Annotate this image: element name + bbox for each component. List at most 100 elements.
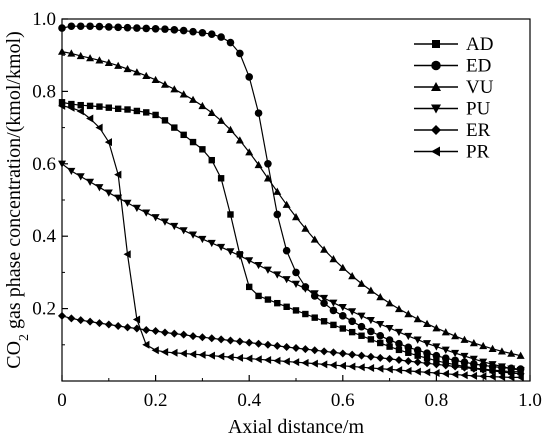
legend-label: ED	[466, 56, 491, 77]
data-point	[217, 243, 226, 252]
legend-item-vu: VU	[414, 77, 494, 98]
x-tick-label: 0.6	[331, 390, 355, 411]
legend-item-er: ER	[414, 120, 491, 141]
data-point	[516, 373, 524, 382]
data-point	[170, 348, 178, 357]
data-point	[76, 107, 84, 116]
data-point	[104, 58, 113, 67]
data-point	[338, 349, 347, 358]
data-point	[385, 299, 394, 307]
data-point	[254, 355, 262, 364]
data-point	[488, 361, 497, 369]
data-point	[198, 28, 207, 37]
data-point	[179, 26, 188, 35]
data-point	[301, 285, 310, 293]
data-point	[292, 268, 300, 277]
series-pr	[58, 101, 524, 382]
data-point	[226, 353, 234, 362]
data-point	[348, 328, 356, 336]
data-point	[179, 90, 188, 98]
data-point	[180, 131, 187, 139]
data-point	[282, 200, 291, 208]
data-point	[142, 209, 151, 217]
data-point	[67, 167, 76, 176]
data-point	[451, 356, 459, 365]
data-point	[441, 346, 450, 354]
data-point	[264, 296, 272, 303]
series-er	[58, 311, 525, 378]
data-point	[376, 293, 385, 301]
data-point	[394, 304, 403, 313]
legend-marker	[431, 104, 441, 114]
y-tick-label: 1.0	[32, 9, 56, 30]
legend-marker	[432, 40, 440, 48]
data-point	[151, 346, 159, 355]
data-point	[348, 317, 356, 326]
data-point	[320, 245, 329, 253]
data-point	[245, 338, 254, 347]
legend-item-ad: AD	[414, 34, 493, 55]
data-point	[414, 352, 421, 359]
data-point	[198, 350, 206, 359]
data-point	[282, 276, 291, 284]
data-point	[376, 364, 384, 373]
data-point	[76, 173, 85, 181]
data-point	[263, 340, 272, 349]
data-point	[246, 283, 253, 291]
data-point	[76, 316, 85, 325]
data-point	[320, 299, 328, 307]
data-point	[338, 361, 346, 370]
data-point	[348, 362, 356, 371]
data-point	[311, 314, 318, 321]
data-point	[273, 187, 282, 195]
data-point	[58, 47, 66, 55]
series-line	[61, 101, 521, 373]
data-point	[404, 332, 413, 341]
data-point	[404, 357, 413, 366]
data-point	[170, 26, 179, 34]
data-point	[226, 38, 235, 47]
data-point	[320, 360, 328, 369]
data-point	[460, 352, 469, 361]
data-point	[86, 54, 95, 62]
data-point	[114, 321, 123, 330]
data-point	[170, 329, 179, 338]
data-point	[273, 271, 282, 279]
data-point	[245, 148, 254, 156]
data-point	[441, 354, 450, 362]
data-point	[189, 27, 197, 36]
data-point	[516, 351, 525, 359]
y-tick-label: 0.6	[32, 154, 56, 175]
data-point	[208, 156, 215, 164]
data-point	[235, 252, 244, 260]
y-axis-title-prefix: CO	[3, 341, 25, 369]
data-point	[469, 371, 478, 380]
data-point	[160, 328, 169, 337]
data-point	[263, 266, 272, 274]
data-point	[105, 23, 113, 31]
x-tick-label: 0.8	[425, 390, 449, 411]
data-point	[423, 349, 431, 357]
data-point	[123, 250, 131, 259]
data-point	[423, 319, 432, 328]
data-point	[207, 334, 216, 343]
data-point	[95, 319, 104, 328]
data-point	[114, 105, 122, 112]
data-point	[198, 235, 207, 244]
data-point	[151, 75, 160, 84]
data-point	[67, 314, 76, 323]
data-point	[274, 299, 281, 307]
data-point	[348, 350, 357, 359]
data-point	[124, 106, 131, 113]
data-point	[245, 73, 253, 81]
series-pu	[58, 160, 525, 375]
legend-marker	[431, 60, 441, 71]
data-point	[142, 340, 150, 349]
data-point	[254, 261, 263, 270]
legend-item-ed: ED	[414, 56, 491, 77]
y-axis-title-subscript: 2	[17, 334, 32, 341]
data-point	[282, 246, 291, 255]
data-point	[86, 114, 94, 123]
legend-label: PU	[466, 99, 491, 120]
